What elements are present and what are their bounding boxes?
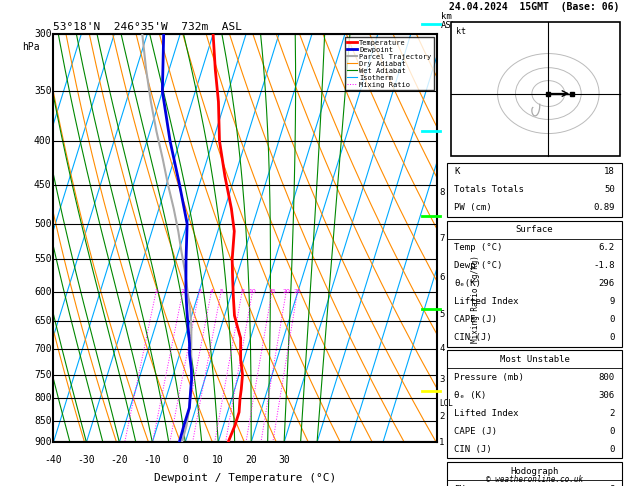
Text: 8: 8 xyxy=(610,485,615,486)
Bar xyxy=(447,163,622,217)
Text: -20: -20 xyxy=(111,454,128,465)
Bar xyxy=(451,22,620,156)
Text: 450: 450 xyxy=(34,180,52,190)
Text: K: K xyxy=(454,167,460,176)
Text: Lifted Index: Lifted Index xyxy=(454,409,519,418)
Text: LCL: LCL xyxy=(439,399,453,408)
Text: Surface: Surface xyxy=(516,225,554,234)
Text: 8: 8 xyxy=(439,189,445,197)
Text: 10: 10 xyxy=(248,289,257,294)
Text: -30: -30 xyxy=(77,454,95,465)
Text: 1: 1 xyxy=(439,438,445,447)
Text: 20: 20 xyxy=(245,454,257,465)
Text: EH: EH xyxy=(454,485,465,486)
Text: Hodograph: Hodograph xyxy=(511,467,559,476)
Text: Mixing Ratio (g/kg): Mixing Ratio (g/kg) xyxy=(471,256,480,343)
Text: CIN (J): CIN (J) xyxy=(454,333,492,342)
Text: 10: 10 xyxy=(213,454,224,465)
Text: 750: 750 xyxy=(34,369,52,380)
Text: 306: 306 xyxy=(599,391,615,400)
Text: CAPE (J): CAPE (J) xyxy=(454,315,498,324)
Text: 20: 20 xyxy=(282,289,290,294)
Text: 0: 0 xyxy=(610,333,615,342)
Text: CAPE (J): CAPE (J) xyxy=(454,427,498,436)
Text: 25: 25 xyxy=(294,289,301,294)
Text: 350: 350 xyxy=(34,87,52,96)
Text: 50: 50 xyxy=(604,185,615,194)
Text: Most Unstable: Most Unstable xyxy=(499,355,570,364)
Text: θₑ (K): θₑ (K) xyxy=(454,391,487,400)
Text: Temp (°C): Temp (°C) xyxy=(454,243,503,252)
Text: 600: 600 xyxy=(34,287,52,296)
Text: CIN (J): CIN (J) xyxy=(454,445,492,454)
Text: -1.8: -1.8 xyxy=(593,261,615,270)
Bar xyxy=(447,350,622,458)
Text: 2: 2 xyxy=(610,409,615,418)
Text: 3: 3 xyxy=(198,289,201,294)
Legend: Temperature, Dewpoint, Parcel Trajectory, Dry Adiabat, Wet Adiabat, Isotherm, Mi: Temperature, Dewpoint, Parcel Trajectory… xyxy=(345,37,433,90)
Text: 18: 18 xyxy=(604,167,615,176)
Text: 24.04.2024  15GMT  (Base: 06): 24.04.2024 15GMT (Base: 06) xyxy=(450,2,620,13)
Text: 4: 4 xyxy=(439,345,445,353)
Text: -10: -10 xyxy=(143,454,161,465)
Text: 800: 800 xyxy=(599,373,615,382)
Text: 0: 0 xyxy=(610,315,615,324)
Text: © weatheronline.co.uk: © weatheronline.co.uk xyxy=(486,474,583,484)
Text: 650: 650 xyxy=(34,316,52,326)
Text: 2: 2 xyxy=(181,289,185,294)
Text: 30: 30 xyxy=(278,454,290,465)
Text: kt: kt xyxy=(456,27,466,36)
Text: 700: 700 xyxy=(34,344,52,354)
Text: 2: 2 xyxy=(439,412,445,421)
Text: 1: 1 xyxy=(154,289,158,294)
Text: 5: 5 xyxy=(439,310,445,319)
Text: 500: 500 xyxy=(34,219,52,229)
Text: -40: -40 xyxy=(45,454,62,465)
Text: θₑ(K): θₑ(K) xyxy=(454,279,481,288)
Text: Lifted Index: Lifted Index xyxy=(454,297,519,306)
Text: Pressure (mb): Pressure (mb) xyxy=(454,373,524,382)
Text: 900: 900 xyxy=(34,437,52,447)
Text: 0: 0 xyxy=(610,445,615,454)
Text: 0.89: 0.89 xyxy=(593,203,615,212)
Text: 0: 0 xyxy=(182,454,188,465)
Text: 800: 800 xyxy=(34,394,52,403)
Text: 400: 400 xyxy=(34,136,52,146)
Text: PW (cm): PW (cm) xyxy=(454,203,492,212)
Text: 9: 9 xyxy=(610,297,615,306)
Text: 53°18'N  246°35'W  732m  ASL: 53°18'N 246°35'W 732m ASL xyxy=(53,22,242,32)
Text: 0: 0 xyxy=(610,427,615,436)
Text: 15: 15 xyxy=(268,289,276,294)
Text: Dewpoint / Temperature (°C): Dewpoint / Temperature (°C) xyxy=(154,473,337,483)
Text: Dewp (°C): Dewp (°C) xyxy=(454,261,503,270)
Text: hPa: hPa xyxy=(21,42,39,52)
Text: 7: 7 xyxy=(439,234,445,243)
Text: 6: 6 xyxy=(439,273,445,282)
Text: Totals Totals: Totals Totals xyxy=(454,185,524,194)
Text: 296: 296 xyxy=(599,279,615,288)
Bar xyxy=(447,221,622,347)
Text: km
ASL: km ASL xyxy=(441,12,457,30)
Text: 550: 550 xyxy=(34,254,52,264)
Text: 6.2: 6.2 xyxy=(599,243,615,252)
Text: 850: 850 xyxy=(34,416,52,426)
Text: 8: 8 xyxy=(240,289,244,294)
Bar xyxy=(447,462,622,486)
Text: 5: 5 xyxy=(219,289,223,294)
Text: 300: 300 xyxy=(34,29,52,39)
Text: 4: 4 xyxy=(209,289,213,294)
Text: 3: 3 xyxy=(439,375,445,384)
